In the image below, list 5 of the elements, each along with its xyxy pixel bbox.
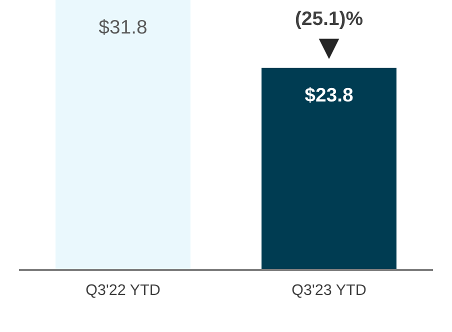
x-tick-label: Q3'22 YTD <box>86 284 160 298</box>
annotation: (25.1)% <box>296 10 363 30</box>
data-label: $31.8 <box>98 19 146 35</box>
data-label: $23.8 <box>304 87 353 103</box>
x-tick-label: Q3'23 YTD <box>292 284 366 298</box>
